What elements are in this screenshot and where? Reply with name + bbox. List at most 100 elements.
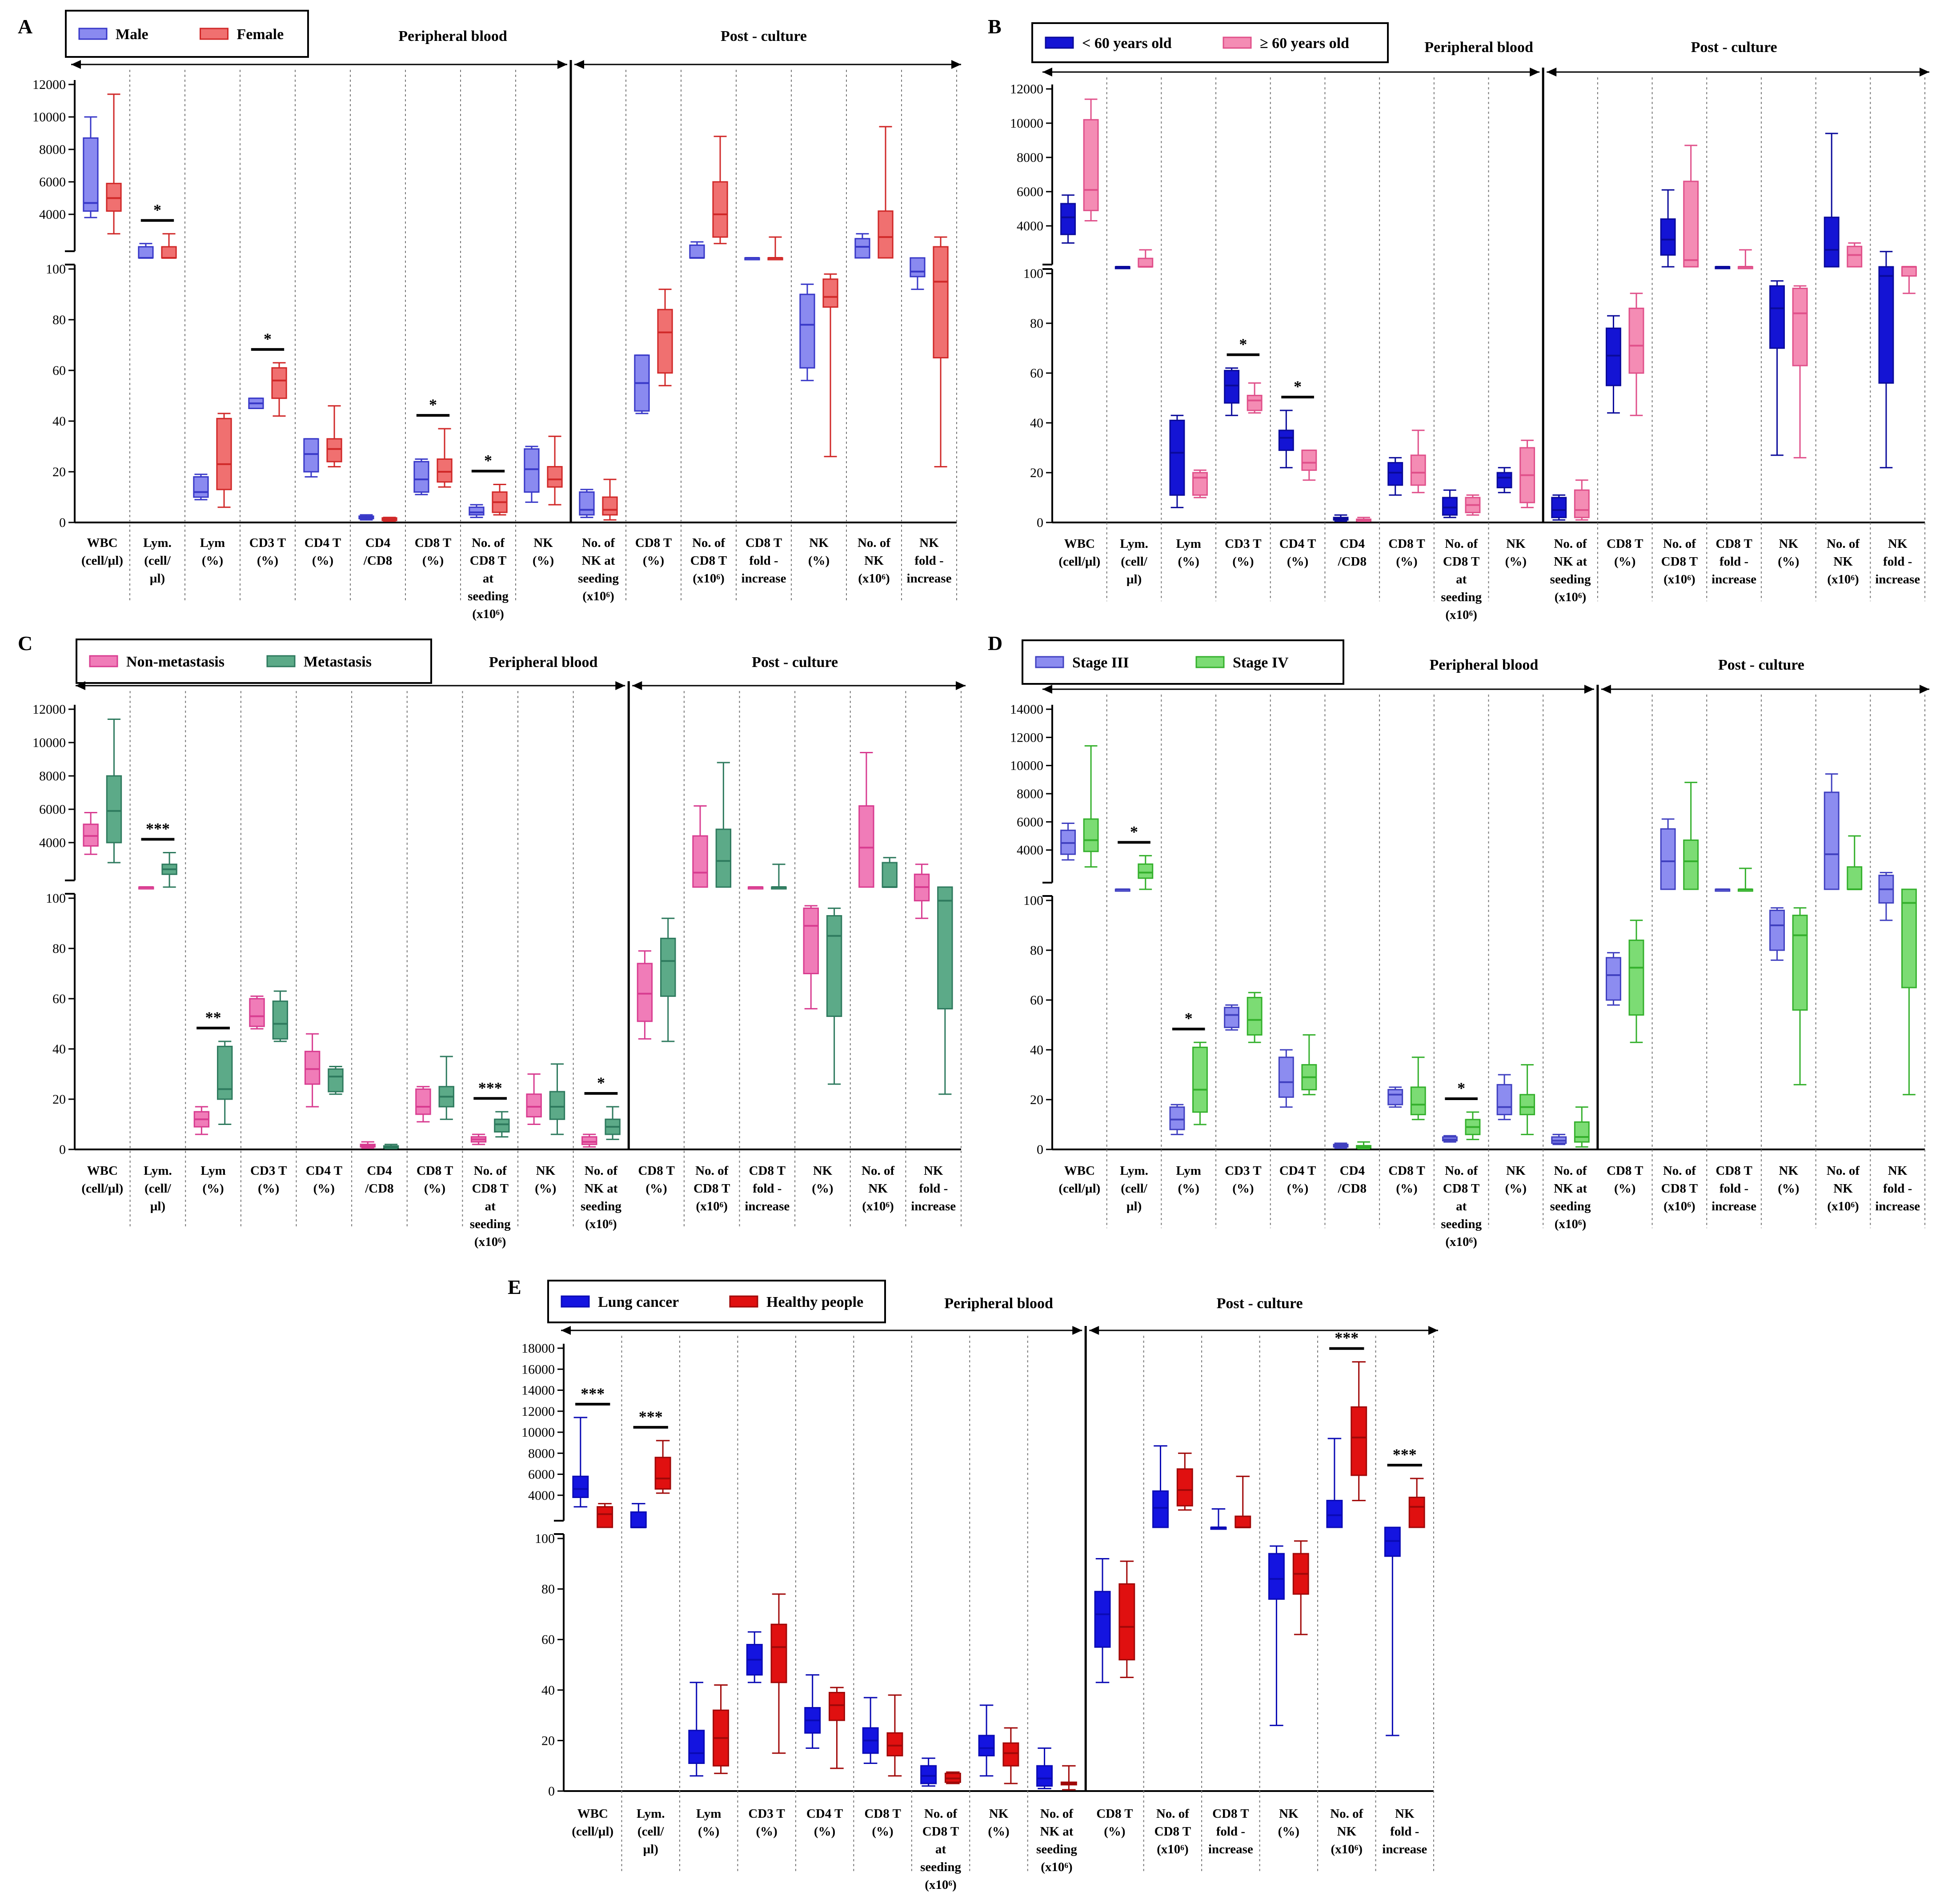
box <box>1660 828 1676 890</box>
box <box>689 244 705 259</box>
arrow-head <box>1089 1326 1099 1335</box>
category-label: increase <box>745 1199 790 1213</box>
category-label: (%) <box>535 1181 556 1196</box>
category-label: (%) <box>258 1181 279 1196</box>
box <box>712 181 728 238</box>
category-label: Lym <box>696 1807 721 1821</box>
category-label: (x10⁶) <box>1827 572 1859 586</box>
y-tick-label: 40 <box>541 1683 555 1698</box>
box <box>1138 863 1154 879</box>
category-label: No. of <box>474 1164 507 1178</box>
box <box>978 1735 995 1756</box>
legend-frame <box>547 1280 886 1323</box>
category-label: No. of <box>1445 537 1478 551</box>
y-tick-label: 0 <box>59 1142 66 1157</box>
y-tick-label: 4000 <box>528 1488 555 1503</box>
category-label: NK <box>1779 537 1799 551</box>
category-label: CD8 T <box>1443 1181 1479 1196</box>
region-label-post: Post - culture <box>1691 39 1777 56</box>
significance-mark: * <box>264 330 272 348</box>
category-label: CD8 T <box>864 1807 901 1821</box>
box <box>272 1000 289 1040</box>
y-tick-label: 0 <box>59 515 66 530</box>
category-label: No. of <box>582 536 615 550</box>
box <box>692 835 708 888</box>
legend-label: Lung cancer <box>598 1294 679 1310</box>
category-label: seeding <box>1550 1199 1591 1213</box>
arrow-head <box>615 681 625 690</box>
legend-label: Stage IV <box>1233 655 1289 671</box>
category-label: seeding <box>1036 1842 1077 1856</box>
box <box>581 1136 597 1145</box>
y-tick-label: 8000 <box>1017 150 1043 165</box>
category-label: (%) <box>643 554 664 568</box>
panel-letter: A <box>18 15 32 38</box>
box <box>524 448 540 493</box>
category-label: CD8 T <box>415 536 451 550</box>
arrow-head <box>557 60 567 69</box>
category-label: CD8 T <box>1607 537 1643 551</box>
category-label: NK at <box>1554 554 1587 569</box>
y-tick-label: 6000 <box>1017 185 1043 199</box>
category-label: NK at <box>1040 1824 1074 1839</box>
category-label: (x10⁶) <box>1445 608 1477 622</box>
category-label: seeding <box>468 589 509 603</box>
category-label: (%) <box>1178 1181 1199 1196</box>
box <box>1660 218 1676 256</box>
y-tick-label: 10000 <box>1010 759 1043 773</box>
category-label: µl) <box>643 1842 658 1856</box>
category-label: Lym <box>200 536 225 550</box>
significance-mark: * <box>153 201 161 219</box>
region-label-post: Post - culture <box>1217 1295 1303 1312</box>
y-tick-label: 4000 <box>39 836 66 850</box>
box <box>1235 1515 1251 1528</box>
legend-swatch <box>561 1295 590 1308</box>
category-label: CD4 <box>367 1164 392 1178</box>
arrow-head <box>1072 1326 1082 1335</box>
box <box>878 210 894 259</box>
category-label: NK <box>989 1807 1009 1821</box>
category-label: No. of <box>858 536 890 550</box>
box <box>413 461 429 493</box>
box <box>660 937 676 997</box>
category-label: (x10⁶) <box>585 1217 617 1231</box>
box <box>494 1118 510 1133</box>
box <box>1224 370 1240 404</box>
category-label: No. of <box>692 536 725 550</box>
y-tick-label: 4000 <box>1017 219 1043 233</box>
box <box>1169 1106 1185 1130</box>
category-label: (x10⁶) <box>1555 590 1587 604</box>
y-tick-label: 80 <box>541 1582 555 1597</box>
region-label-peripheral: Peripheral blood <box>398 28 507 44</box>
category-label: CD8 T <box>922 1824 959 1839</box>
category-label: /CD8 <box>1338 554 1367 569</box>
category-label: (x10⁶) <box>1157 1842 1189 1856</box>
category-label: WBC <box>577 1807 608 1821</box>
box <box>437 458 453 483</box>
arrow-head <box>1920 68 1929 76</box>
category-label: (x10⁶) <box>1827 1199 1859 1213</box>
box <box>1847 866 1863 890</box>
significance-mark: *** <box>478 1079 502 1097</box>
category-label: seeding <box>578 571 619 586</box>
y-tick-label: 100 <box>46 891 66 906</box>
y-tick-label: 100 <box>46 262 66 277</box>
category-label: (%) <box>1278 1824 1299 1839</box>
box <box>1118 1583 1135 1661</box>
box <box>826 915 842 1017</box>
category-label: increase <box>1208 1842 1253 1856</box>
legend: < 60 years old ≥ 60 years old <box>1031 22 1389 63</box>
category-label: (%) <box>1232 1181 1254 1196</box>
box <box>886 1732 903 1756</box>
box <box>1769 909 1785 951</box>
category-label: (x10⁶) <box>1331 1842 1363 1856</box>
category-label: CD3 T <box>1225 1164 1261 1178</box>
category-label: (%) <box>988 1824 1009 1839</box>
category-label: NK <box>924 1164 943 1178</box>
arrow-head <box>1547 68 1557 76</box>
category-label: (%) <box>1505 1181 1527 1196</box>
category-label: /CD8 <box>363 554 392 568</box>
box <box>1606 327 1621 386</box>
category-label: (%) <box>312 554 333 568</box>
category-label: (x10⁶) <box>1663 1199 1695 1213</box>
